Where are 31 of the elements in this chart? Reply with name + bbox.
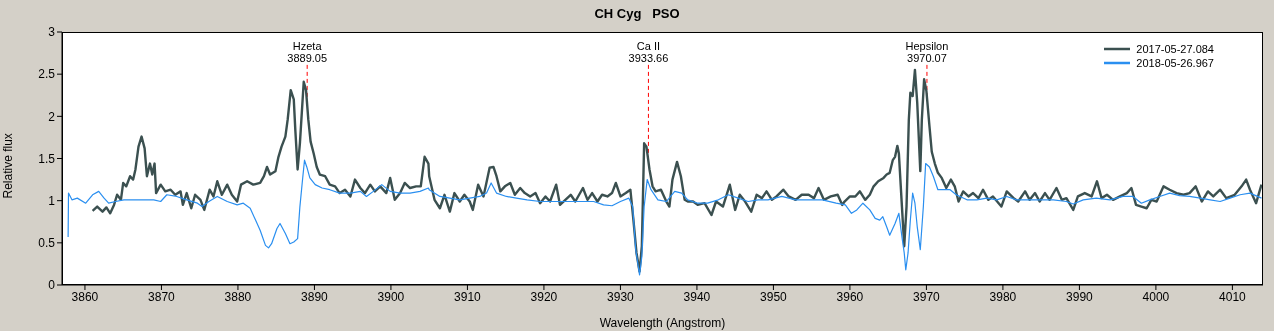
y-tick-label: 0.5 <box>38 236 56 251</box>
x-tick-label: 3890 <box>301 289 329 304</box>
x-tick-label: 4000 <box>1142 289 1170 304</box>
chart-title: CH Cyg PSO <box>593 6 681 21</box>
x-tick-label: 3870 <box>148 289 176 304</box>
x-tick-label: 3960 <box>836 289 864 304</box>
ref-line-label: Hepsilon 3970.07 <box>905 39 949 64</box>
y-tick-label: 2 <box>48 109 56 124</box>
x-tick-label: 3950 <box>760 289 788 304</box>
y-tick-label: 2.5 <box>38 67 56 82</box>
legend-label: 2018-05-26.967 <box>1136 57 1214 69</box>
x-tick-label: 3920 <box>530 289 558 304</box>
legend-label: 2017-05-27.084 <box>1136 43 1214 55</box>
x-tick-label: 3900 <box>377 289 405 304</box>
x-tick-label: 3980 <box>989 289 1017 304</box>
y-tick-label: 1 <box>48 193 56 208</box>
ref-line-label: Hzeta 3889.05 <box>287 39 328 64</box>
x-tick-label: 3970 <box>913 289 941 304</box>
x-tick-label: 3930 <box>607 289 635 304</box>
x-tick-label: 3990 <box>1066 289 1094 304</box>
y-tick-label: 1.5 <box>38 151 56 166</box>
y-tick-label: 0 <box>48 278 56 293</box>
y-tick-label: 3 <box>48 25 56 40</box>
x-tick-label: 4010 <box>1219 289 1247 304</box>
x-tick-label: 3860 <box>71 289 99 304</box>
x-tick-label: 3940 <box>683 289 711 304</box>
x-axis-title: Wavelength (Angstrom) <box>599 316 726 330</box>
x-tick-label: 3910 <box>454 289 482 304</box>
x-tick-label: 3880 <box>224 289 252 304</box>
y-axis-title: Relative flux <box>1 133 16 199</box>
ref-line-label: Ca II 3933.66 <box>628 39 669 64</box>
